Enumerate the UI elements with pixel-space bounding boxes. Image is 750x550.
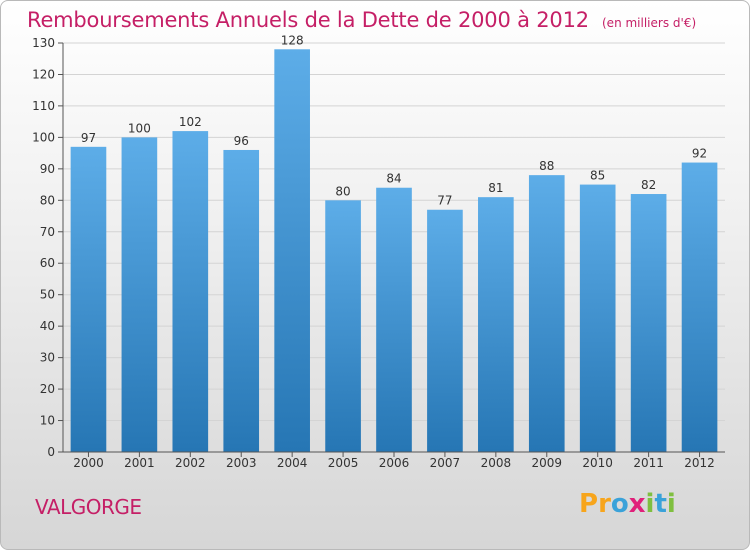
data-label-2007: 77 [437, 194, 452, 208]
data-labels: 97 100 102 96 128 80 84 77 81 88 85 82 92 [81, 33, 707, 207]
data-label-2002: 102 [179, 115, 202, 129]
data-label-2006: 84 [386, 172, 401, 186]
x-tick-label: 2003 [226, 456, 257, 470]
bar-2004 [274, 49, 310, 453]
y-tick-label: 70 [40, 225, 55, 239]
chart-title: Remboursements Annuels de la Dette de 20… [27, 8, 589, 32]
x-tick-label: 2002 [175, 456, 206, 470]
data-label-2001: 100 [128, 121, 151, 135]
proxiti-logo: Proxiti [579, 489, 676, 519]
data-label-2008: 81 [488, 181, 503, 195]
data-label-2004: 128 [281, 33, 304, 47]
y-tick-label: 110 [32, 99, 55, 113]
x-tick-label: 2000 [73, 456, 104, 470]
data-label-2003: 96 [234, 134, 249, 148]
bar-2008 [478, 197, 514, 452]
x-axis-ticks: 2000 2001 2002 2003 2004 2005 2006 2007 2008 2009… [73, 452, 715, 470]
y-tick-label: 100 [32, 130, 55, 144]
x-tick-label: 2009 [531, 456, 562, 470]
y-tick-label: 80 [40, 193, 55, 207]
bar-2010 [579, 184, 616, 453]
bar-2006 [376, 187, 412, 452]
y-axis-ticks: 0 10 20 30 40 50 60 70 80 90 100 110 120 130 [32, 36, 63, 459]
y-tick-label: 30 [40, 351, 55, 365]
y-tick-label: 40 [40, 319, 55, 333]
x-tick-label: 2004 [277, 456, 308, 470]
logo-letter: i [666, 489, 676, 519]
commune-name: VALGORGE [35, 495, 142, 519]
bar-2003 [223, 149, 260, 452]
y-tick-label: 130 [32, 36, 55, 50]
logo-letter: P [579, 489, 599, 519]
bar-2002 [172, 131, 209, 453]
y-tick-label: 60 [40, 256, 55, 270]
y-tick-label: 90 [40, 162, 55, 176]
bar-2000 [70, 146, 107, 453]
data-label-2000: 97 [81, 131, 96, 145]
unit-label: (en milliers d'€) [602, 16, 697, 30]
y-tick-label: 10 [40, 414, 55, 428]
x-tick-label: 2012 [684, 456, 715, 470]
bar-2011 [630, 194, 667, 452]
bar-2009 [528, 175, 565, 452]
x-tick-label: 2007 [430, 456, 461, 470]
x-tick-label: 2005 [328, 456, 359, 470]
logo-letter: t [654, 489, 667, 519]
title-row: Remboursements Annuels de la Dette de 20… [27, 8, 696, 32]
axes [62, 43, 725, 453]
x-tick-label: 2006 [379, 456, 410, 470]
data-label-2011: 82 [641, 178, 656, 192]
bar-2001 [121, 137, 158, 452]
bars [70, 49, 718, 453]
data-label-2005: 80 [335, 184, 350, 198]
y-tick-label: 20 [40, 382, 55, 396]
logo-letter: i [645, 489, 655, 519]
logo-letter: x [628, 489, 646, 519]
x-tick-label: 2008 [481, 456, 512, 470]
bar-2005 [325, 200, 361, 452]
y-tick-label: 50 [40, 288, 55, 302]
x-tick-label: 2011 [633, 456, 664, 470]
logo-letter: r [598, 489, 611, 519]
data-label-2012: 92 [692, 147, 707, 161]
data-label-2009: 88 [539, 159, 554, 173]
y-tick-label: 0 [47, 445, 55, 459]
data-label-2010: 85 [590, 169, 605, 183]
bar-2007 [427, 209, 463, 452]
x-tick-label: 2010 [582, 456, 613, 470]
y-tick-label: 120 [32, 67, 55, 81]
bar-2012 [681, 162, 718, 453]
x-tick-label: 2001 [124, 456, 155, 470]
logo-letter: o [610, 489, 629, 519]
